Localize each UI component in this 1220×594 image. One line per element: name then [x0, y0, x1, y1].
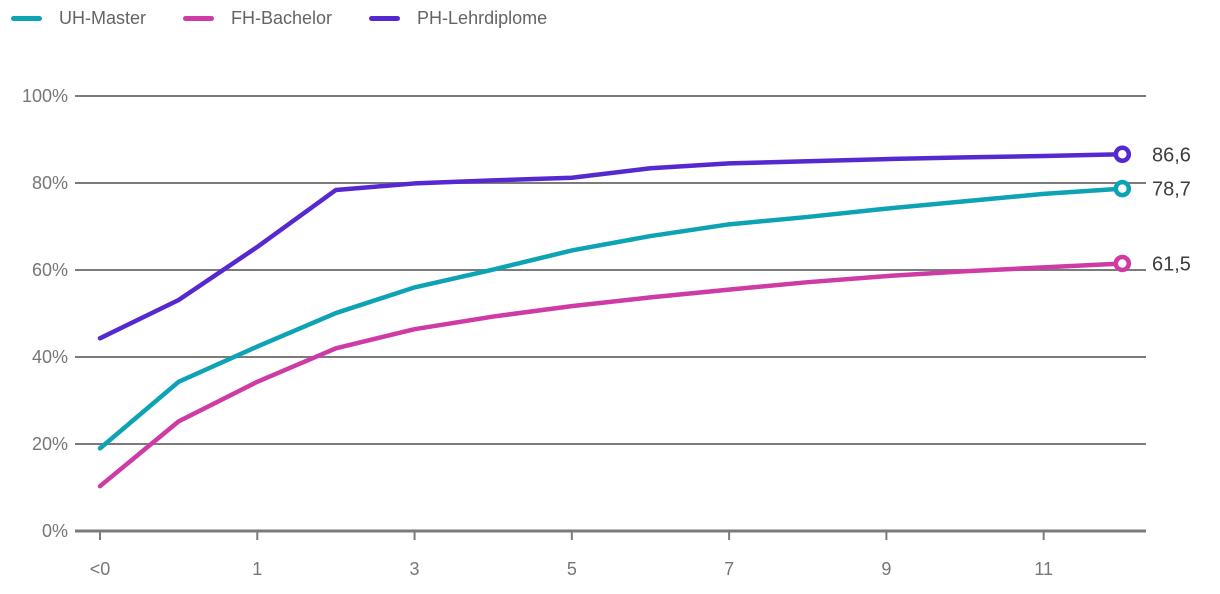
- y-axis-tick-label: 100%: [22, 86, 68, 106]
- end-marker-ph-lehrdiplome: [1113, 145, 1132, 164]
- y-axis-tick-label: 60%: [32, 260, 68, 280]
- x-axis-tick-label: 7: [724, 559, 734, 579]
- y-axis-tick-label: 40%: [32, 347, 68, 367]
- end-value-label: 86,6: [1152, 144, 1191, 166]
- end-marker-fh-bachelor: [1113, 254, 1132, 273]
- legend-label: UH-Master: [59, 8, 147, 28]
- legend-item-fh-bachelor: FH-Bachelor: [183, 7, 332, 29]
- chart-legend: UH-Master FH-Bachelor PH-Lehrdiplome: [11, 7, 547, 29]
- x-axis-tick-label: 9: [881, 559, 891, 579]
- series-line-uh-master: [97, 186, 1125, 451]
- legend-swatch-icon: [369, 15, 401, 21]
- legend-label: PH-Lehrdiplome: [417, 8, 548, 28]
- y-axis-tick-label: 20%: [32, 434, 68, 454]
- legend-item-ph-lehrdiplome: PH-Lehrdiplome: [369, 7, 547, 29]
- y-axis-labels: 0% 20% 40% 60% 80% 100%: [22, 86, 68, 541]
- end-marker-uh-master: [1113, 179, 1132, 198]
- legend-swatch-icon: [183, 15, 215, 21]
- end-markers: [1113, 145, 1132, 273]
- legend-swatch-icon: [11, 15, 42, 21]
- x-axis-tick-label: 3: [410, 559, 420, 579]
- x-axis-tick-label: <0: [90, 559, 111, 579]
- x-axis-tick-label: 5: [567, 559, 577, 579]
- series-lines: [97, 152, 1125, 489]
- end-value-label: 61,5: [1152, 253, 1191, 275]
- gridlines: [75, 95, 1146, 533]
- x-axis: <0 1 3 5 7 9 11: [90, 532, 1053, 579]
- end-value-labels: 78,7 61,5 86,6: [1152, 144, 1191, 275]
- y-axis-tick-label: 80%: [32, 173, 68, 193]
- y-axis-tick-label: 0%: [42, 521, 68, 541]
- legend-label: FH-Bachelor: [231, 8, 333, 28]
- series-line-fh-bachelor: [97, 261, 1125, 489]
- end-value-label: 78,7: [1152, 179, 1191, 201]
- x-axis-tick-label: 11: [1034, 559, 1053, 579]
- x-axis-tick-label: 1: [252, 559, 262, 579]
- series-line-ph-lehrdiplome: [97, 152, 1125, 341]
- legend-item-uh-master: UH-Master: [11, 7, 146, 29]
